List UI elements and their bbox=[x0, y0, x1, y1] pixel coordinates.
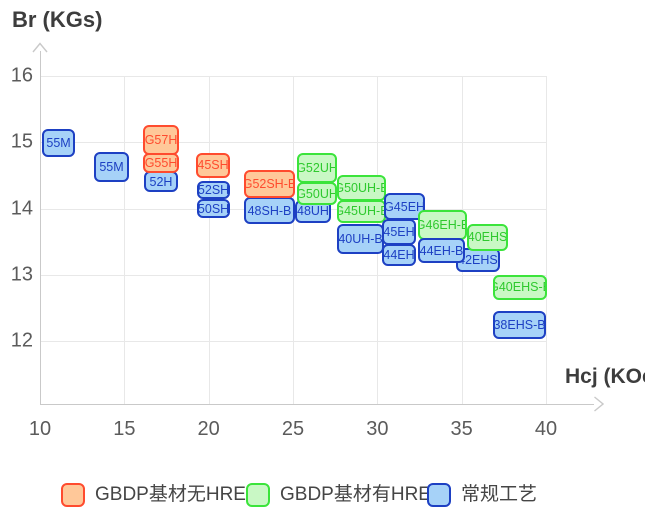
gridline-vertical bbox=[208, 76, 210, 404]
grade-box-45eh[interactable]: 45EH bbox=[382, 219, 416, 245]
x-tick-label: 35 bbox=[450, 418, 473, 440]
legend-item-gbdp_no_hre[interactable]: GBDP基材无HRE bbox=[61, 483, 246, 507]
x-tick-label: 40 bbox=[534, 418, 558, 440]
grade-box-50sh[interactable]: 50SH bbox=[197, 199, 231, 219]
x-axis-arrow-icon bbox=[593, 396, 605, 417]
grade-box-44eh[interactable]: 44EH bbox=[382, 243, 416, 267]
y-tick-label: 14 bbox=[10, 197, 33, 219]
grade-box-48sh-b[interactable]: 48SH-B bbox=[243, 197, 296, 225]
gridline-horizontal bbox=[40, 274, 546, 276]
y-tick-label: 12 bbox=[10, 329, 33, 352]
gridline-vertical bbox=[293, 76, 294, 404]
grade-box-55m[interactable]: 55M bbox=[42, 129, 76, 157]
x-tick-label: 10 bbox=[28, 418, 52, 440]
x-axis-title: Hcj (KOe) bbox=[565, 365, 645, 388]
legend-item-gbdp_hre[interactable]: GBDP基材有HRE bbox=[246, 483, 431, 507]
gridline-horizontal bbox=[40, 76, 546, 77]
y-tick-label: 13 bbox=[10, 263, 33, 286]
grade-box-40uh-b[interactable]: 40UH-B bbox=[337, 223, 385, 255]
x-tick-label: 30 bbox=[366, 418, 389, 440]
grade-box-45sh[interactable]: 45SH bbox=[196, 152, 231, 179]
grade-box-g52uh[interactable]: G52UH bbox=[297, 152, 338, 184]
grade-box-g55h[interactable]: G55H bbox=[143, 152, 179, 174]
x-tick-label: 25 bbox=[281, 418, 305, 440]
y-tick-label: 16 bbox=[10, 64, 33, 87]
legend-label: 常规工艺 bbox=[461, 484, 538, 505]
legend-item-conventional[interactable]: 常规工艺 bbox=[427, 483, 537, 507]
gridline-horizontal bbox=[40, 341, 546, 342]
grade-box-38ehs-b[interactable]: 38EHS-B bbox=[493, 311, 546, 339]
y-tick-label: 15 bbox=[10, 130, 33, 153]
y-axis-line bbox=[40, 51, 41, 404]
x-tick-label: 20 bbox=[197, 418, 220, 440]
grade-box-44eh-b[interactable]: 44EH-B bbox=[417, 238, 466, 263]
gridline-vertical bbox=[124, 76, 126, 404]
x-tick-label: 15 bbox=[113, 418, 136, 440]
grade-box-g40ehs-b[interactable]: G40EHS-B bbox=[493, 274, 548, 300]
legend-label: GBDP基材无HRE bbox=[95, 484, 246, 505]
grade-box-52h[interactable]: 52H bbox=[144, 171, 178, 192]
gridline-horizontal bbox=[40, 142, 546, 144]
legend-swatch-gbdp_hre bbox=[246, 483, 270, 507]
grade-box-g46eh-b[interactable]: G46EH-B bbox=[417, 210, 468, 241]
y-axis-title: Br (KGs) bbox=[12, 7, 103, 32]
grade-box-g50uh[interactable]: G50UH bbox=[297, 182, 338, 206]
legend-swatch-conventional bbox=[427, 483, 451, 507]
grade-box-g50uh-b[interactable]: G50UH-B bbox=[337, 175, 386, 202]
grade-box-40ehs[interactable]: 40EHS bbox=[467, 223, 509, 251]
grade-box-g45uh-b[interactable]: G45UH-B bbox=[337, 199, 386, 224]
legend-swatch-gbdp_no_hre bbox=[61, 483, 85, 507]
legend-label: GBDP基材有HRE bbox=[280, 484, 431, 505]
grade-box-g57h[interactable]: G57H bbox=[143, 125, 179, 156]
y-axis-arrow-icon bbox=[32, 40, 48, 58]
x-axis-line bbox=[40, 404, 594, 405]
grade-box-52sh[interactable]: 52SH bbox=[197, 180, 231, 200]
grade-box-55m[interactable]: 55M bbox=[93, 152, 130, 182]
gridline-vertical bbox=[546, 76, 547, 404]
grade-box-g52sh-b[interactable]: G52SH-B bbox=[243, 170, 296, 198]
